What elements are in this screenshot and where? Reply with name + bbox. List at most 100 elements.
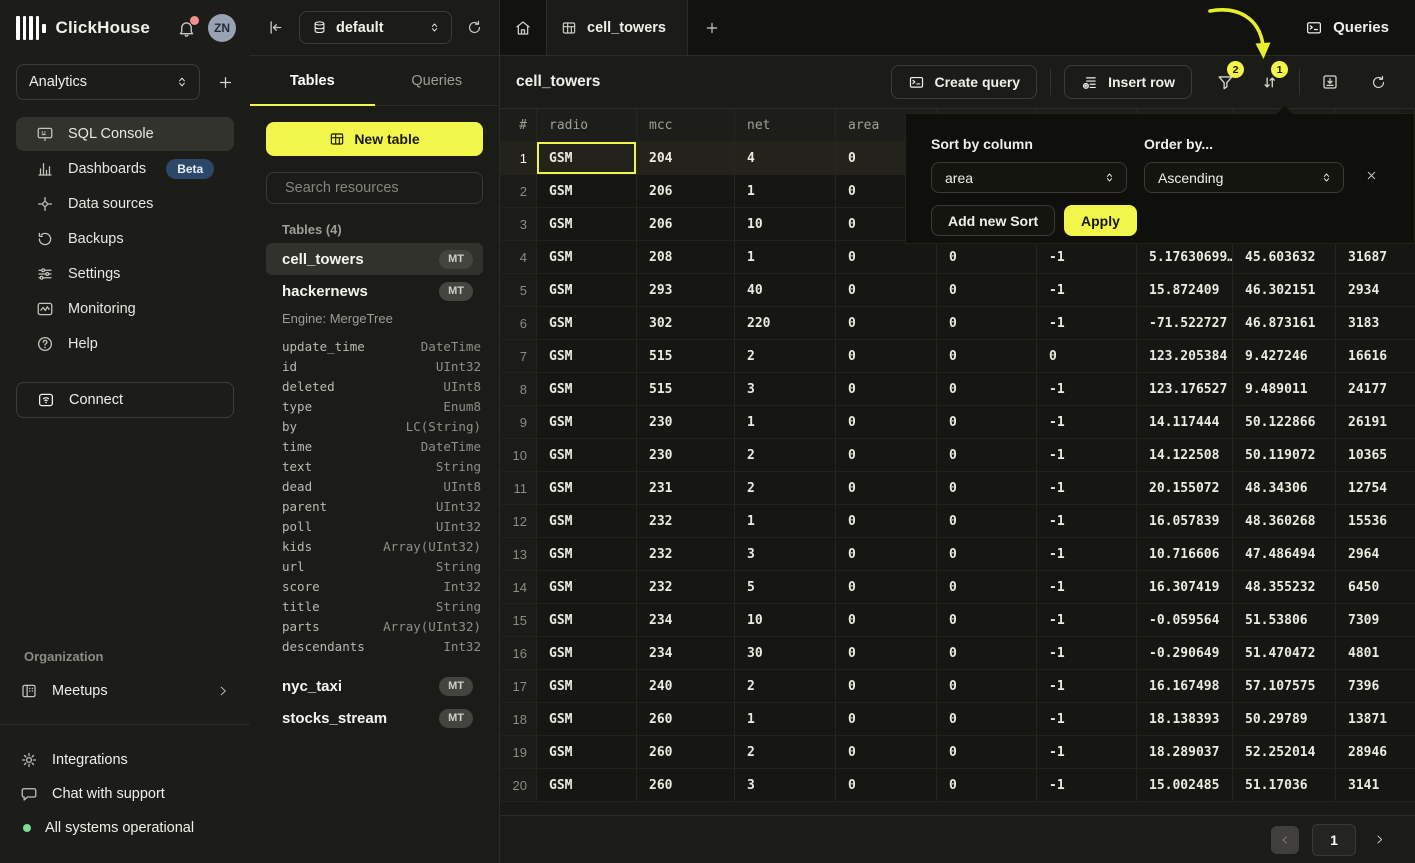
table-cell[interactable]: -1 (1037, 472, 1137, 505)
table-cell[interactable]: 28946 (1336, 736, 1415, 769)
table-cell[interactable]: GSM (537, 340, 637, 373)
table-cell[interactable]: 2 (735, 472, 836, 505)
table-cell[interactable]: -1 (1037, 604, 1137, 637)
table-cell[interactable]: 6450 (1336, 571, 1415, 604)
table-cell[interactable]: 15.002485 (1137, 769, 1233, 802)
table-cell[interactable]: 0 (836, 439, 937, 472)
table-cell[interactable]: 1 (735, 505, 836, 538)
table-cell[interactable]: 0 (937, 505, 1037, 538)
table-cell[interactable]: 0 (836, 538, 937, 571)
table-cell[interactable]: 40 (735, 274, 836, 307)
table-cell[interactable]: 10 (735, 604, 836, 637)
sort-button[interactable]: 1 (1252, 61, 1288, 99)
table-cell[interactable]: 26191 (1336, 406, 1415, 439)
table-cell[interactable]: 50.119072 (1233, 439, 1336, 472)
table-cell[interactable]: GSM (537, 703, 637, 736)
table-cell[interactable]: 48.360268 (1233, 505, 1336, 538)
table-cell[interactable]: 1 (735, 703, 836, 736)
table-cell[interactable]: 0 (937, 373, 1037, 406)
table-cell[interactable]: 9.427246 (1233, 340, 1336, 373)
table-cell[interactable]: 123.205384 (1137, 340, 1233, 373)
table-cell[interactable]: 5 (735, 571, 836, 604)
table-cell[interactable]: 0 (937, 703, 1037, 736)
table-cell[interactable]: -1 (1037, 373, 1137, 406)
table-list-item-nyc-taxi[interactable]: nyc_taxi MT (266, 670, 483, 702)
table-cell[interactable]: 0 (836, 373, 937, 406)
table-cell[interactable]: 0 (937, 340, 1037, 373)
table-cell[interactable]: 46.873161 (1233, 307, 1336, 340)
table-cell[interactable]: -1 (1037, 637, 1137, 670)
row-number[interactable]: 10 (500, 439, 537, 472)
row-number[interactable]: 5 (500, 274, 537, 307)
queries-button[interactable]: Queries (1293, 0, 1415, 55)
sidebar-item-dashboards[interactable]: Dashboards Beta (16, 152, 234, 186)
table-cell[interactable]: 2 (735, 736, 836, 769)
table-cell[interactable]: 3 (735, 373, 836, 406)
table-cell[interactable]: 52.252014 (1233, 736, 1336, 769)
sort-order-select[interactable]: Ascending (1144, 162, 1344, 193)
sort-column-select[interactable]: area (931, 162, 1127, 193)
table-cell[interactable]: 7396 (1336, 670, 1415, 703)
table-cell[interactable]: 0 (836, 637, 937, 670)
previous-page-button[interactable] (1271, 825, 1299, 854)
table-cell[interactable]: 3 (735, 769, 836, 802)
row-number[interactable]: 3 (500, 208, 537, 241)
table-cell[interactable]: 293 (637, 274, 735, 307)
table-cell[interactable]: 10 (735, 208, 836, 241)
table-cell[interactable]: 4801 (1336, 637, 1415, 670)
table-cell[interactable]: 57.107575 (1233, 670, 1336, 703)
row-number[interactable]: 11 (500, 472, 537, 505)
table-cell[interactable]: -0.290649 (1137, 637, 1233, 670)
table-cell[interactable]: 51.53806 (1233, 604, 1336, 637)
table-cell[interactable]: 260 (637, 703, 735, 736)
table-cell[interactable]: 9.489011 (1233, 373, 1336, 406)
table-cell[interactable]: 2964 (1336, 538, 1415, 571)
table-cell[interactable]: 0 (937, 637, 1037, 670)
table-cell[interactable]: 13871 (1336, 703, 1415, 736)
table-cell[interactable]: 230 (637, 406, 735, 439)
table-cell[interactable]: 2 (735, 439, 836, 472)
table-cell[interactable]: 234 (637, 604, 735, 637)
table-cell[interactable]: 240 (637, 670, 735, 703)
avatar[interactable]: ZN (208, 14, 236, 42)
column-header[interactable]: mcc (637, 109, 735, 142)
table-cell[interactable]: 18.289037 (1137, 736, 1233, 769)
table-cell[interactable]: 0 (937, 538, 1037, 571)
table-cell[interactable]: -1 (1037, 274, 1137, 307)
new-tab-button[interactable] (688, 0, 735, 55)
row-number[interactable]: 6 (500, 307, 537, 340)
workspace-selector[interactable]: Analytics (16, 64, 200, 100)
table-cell[interactable]: 48.34306 (1233, 472, 1336, 505)
table-cell[interactable]: 0 (937, 241, 1037, 274)
table-list-item-hackernews[interactable]: hackernews MT (266, 275, 483, 307)
table-cell[interactable]: GSM (537, 241, 637, 274)
table-cell[interactable]: 12754 (1336, 472, 1415, 505)
table-cell[interactable]: 10365 (1336, 439, 1415, 472)
table-cell[interactable]: 515 (637, 373, 735, 406)
table-cell[interactable]: 15536 (1336, 505, 1415, 538)
sidebar-item-integrations[interactable]: Integrations (0, 743, 250, 777)
table-cell[interactable]: 46.302151 (1233, 274, 1336, 307)
table-cell[interactable]: -71.522727 (1137, 307, 1233, 340)
table-cell[interactable]: 7309 (1336, 604, 1415, 637)
table-cell[interactable]: 16616 (1336, 340, 1415, 373)
table-list-item-cell-towers[interactable]: cell_towers MT (266, 243, 483, 275)
table-cell[interactable]: 220 (735, 307, 836, 340)
row-number[interactable]: 13 (500, 538, 537, 571)
table-cell[interactable]: 0 (937, 406, 1037, 439)
column-header[interactable]: radio (537, 109, 637, 142)
table-cell[interactable]: 2 (735, 670, 836, 703)
table-cell[interactable]: 5.17630699… (1137, 241, 1233, 274)
table-cell[interactable]: 208 (637, 241, 735, 274)
table-cell[interactable]: 0 (836, 472, 937, 505)
table-cell[interactable]: -1 (1037, 538, 1137, 571)
sidebar-item-monitoring[interactable]: Monitoring (16, 292, 234, 326)
table-cell[interactable]: 0 (937, 472, 1037, 505)
table-cell[interactable]: GSM (537, 373, 637, 406)
table-cell[interactable]: 3 (735, 538, 836, 571)
table-cell[interactable]: 0 (836, 274, 937, 307)
table-cell[interactable]: 0 (1037, 340, 1137, 373)
tab-queries[interactable]: Queries (411, 72, 463, 89)
table-cell[interactable]: 18.138393 (1137, 703, 1233, 736)
table-cell[interactable]: -1 (1037, 769, 1137, 802)
